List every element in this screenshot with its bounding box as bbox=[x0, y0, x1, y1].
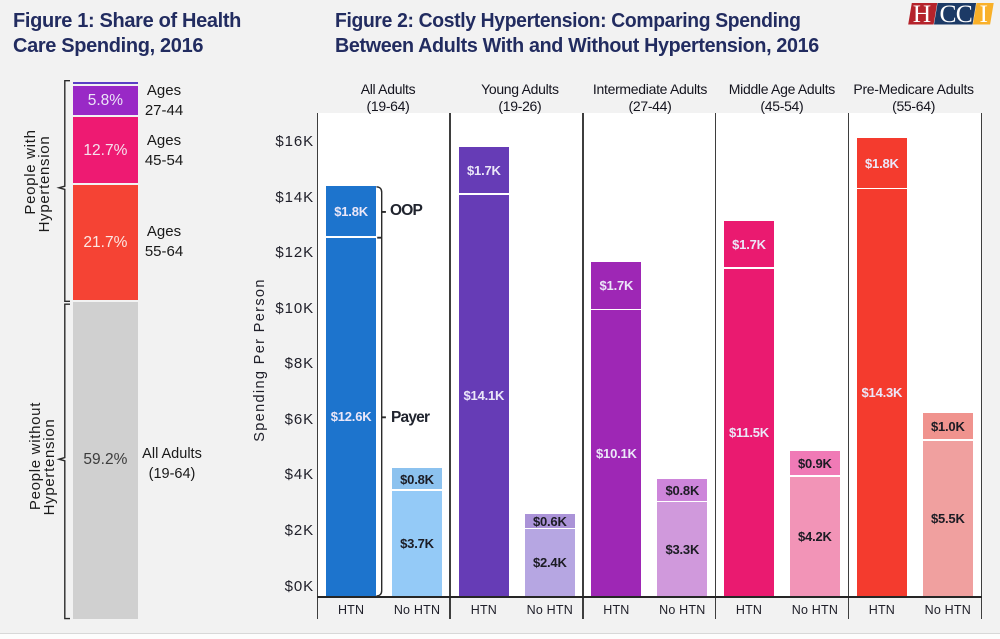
svg-text:I: I bbox=[979, 0, 988, 28]
svg-text:H: H bbox=[913, 0, 931, 28]
svg-text:C: C bbox=[939, 0, 956, 28]
svg-text:C: C bbox=[956, 0, 973, 28]
